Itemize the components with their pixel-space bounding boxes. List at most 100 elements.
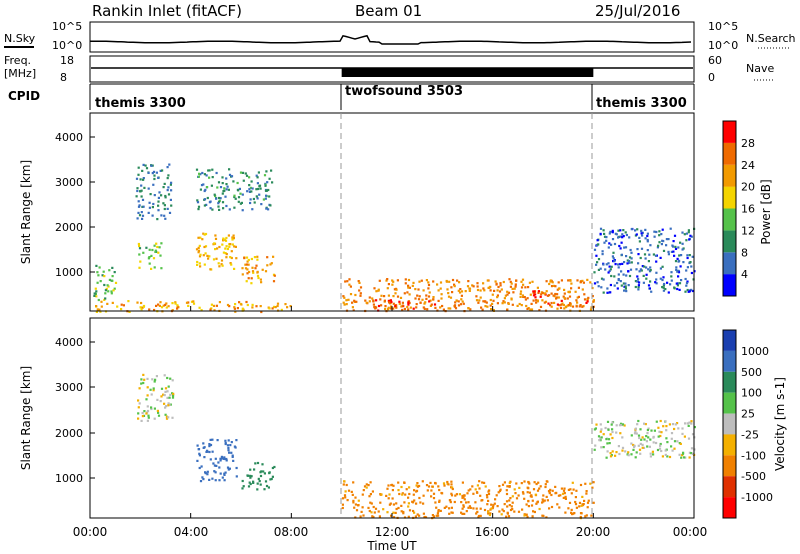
data-cell [643, 265, 646, 268]
data-cell [169, 377, 172, 380]
data-cell [595, 263, 598, 266]
data-cell [137, 211, 140, 214]
data-cell [515, 279, 518, 282]
data-cell [608, 269, 611, 272]
data-cell [645, 277, 648, 280]
data-cell [628, 236, 631, 239]
data-cell [425, 297, 428, 300]
data-cell [533, 481, 536, 484]
data-cell [246, 268, 249, 271]
data-cell [521, 278, 525, 281]
data-cell [460, 294, 463, 297]
data-cell [640, 438, 643, 441]
data-cell [382, 508, 385, 511]
data-cell [615, 431, 618, 434]
data-cell [257, 276, 260, 280]
data-cell [196, 201, 200, 204]
data-cell [233, 267, 236, 270]
data-cell [94, 292, 97, 295]
data-cell [605, 239, 608, 242]
data-cell [95, 295, 98, 298]
data-cell [524, 286, 527, 289]
data-cell [637, 434, 641, 437]
data-cell [532, 299, 535, 302]
data-cell [141, 169, 144, 172]
data-cell [267, 486, 270, 489]
power-panel: 1000 2000 3000 4000 Slant Range [km] 481… [19, 112, 773, 314]
time-tick-12: 12:00 [375, 525, 410, 539]
data-cell [568, 501, 572, 504]
data-cell [678, 453, 681, 456]
data-cell [623, 424, 626, 427]
data-cell [234, 310, 237, 313]
data-cell [164, 196, 167, 199]
data-cell [593, 282, 597, 285]
data-cell [564, 306, 567, 309]
data-cell [690, 288, 693, 291]
data-cell [140, 189, 143, 192]
data-cell [96, 281, 99, 284]
data-cell [203, 198, 207, 201]
data-cell [655, 282, 658, 285]
data-cell [486, 305, 489, 308]
data-cell [609, 230, 612, 233]
data-cell [414, 297, 417, 300]
data-cell [581, 279, 584, 282]
data-cell [646, 232, 649, 235]
data-cell [556, 503, 559, 506]
data-cell [637, 419, 640, 423]
data-cell [387, 484, 390, 487]
data-cell [519, 295, 522, 298]
data-cell [187, 304, 190, 307]
data-cell [436, 283, 439, 286]
data-cell [487, 510, 490, 513]
data-cell [681, 427, 684, 430]
data-cell [142, 177, 145, 180]
data-cell [515, 482, 518, 485]
data-cell [227, 449, 230, 452]
data-cell [554, 492, 557, 495]
data-cell [630, 251, 633, 254]
data-cell [172, 394, 175, 397]
data-cell [354, 293, 357, 297]
data-cell [514, 283, 517, 286]
data-cell [95, 310, 98, 313]
data-cell [344, 490, 347, 493]
data-cell [654, 254, 658, 257]
data-cell [438, 500, 441, 503]
data-cell [451, 291, 454, 294]
data-cell [370, 502, 373, 505]
data-cell [233, 445, 236, 448]
data-cell [550, 305, 553, 308]
data-cell [216, 186, 219, 189]
data-cell [153, 380, 156, 383]
data-cell [609, 283, 612, 287]
data-cell [128, 310, 131, 313]
power-colorbar-tick: 12 [741, 224, 755, 237]
data-cell [396, 279, 399, 282]
data-cell [563, 297, 566, 300]
data-cell [236, 181, 239, 185]
data-cell [628, 274, 632, 278]
time-tick-08: 08:00 [274, 525, 309, 539]
data-cell [660, 243, 663, 246]
data-cell [630, 228, 633, 231]
data-cell [596, 281, 599, 284]
data-cell [618, 244, 621, 248]
data-cell [213, 242, 216, 245]
data-cell [608, 265, 611, 268]
data-cell [251, 266, 254, 269]
data-cell [504, 294, 507, 297]
data-cell [688, 421, 691, 424]
data-cell [270, 477, 273, 481]
data-cell [621, 436, 624, 439]
data-cell [646, 249, 649, 252]
data-cell [447, 292, 450, 295]
data-cell [681, 242, 684, 245]
data-cell [655, 441, 658, 445]
data-cell [208, 176, 211, 179]
data-cell [152, 170, 156, 173]
velocity-colorbar-swatch [723, 350, 736, 372]
data-cell [460, 501, 463, 504]
